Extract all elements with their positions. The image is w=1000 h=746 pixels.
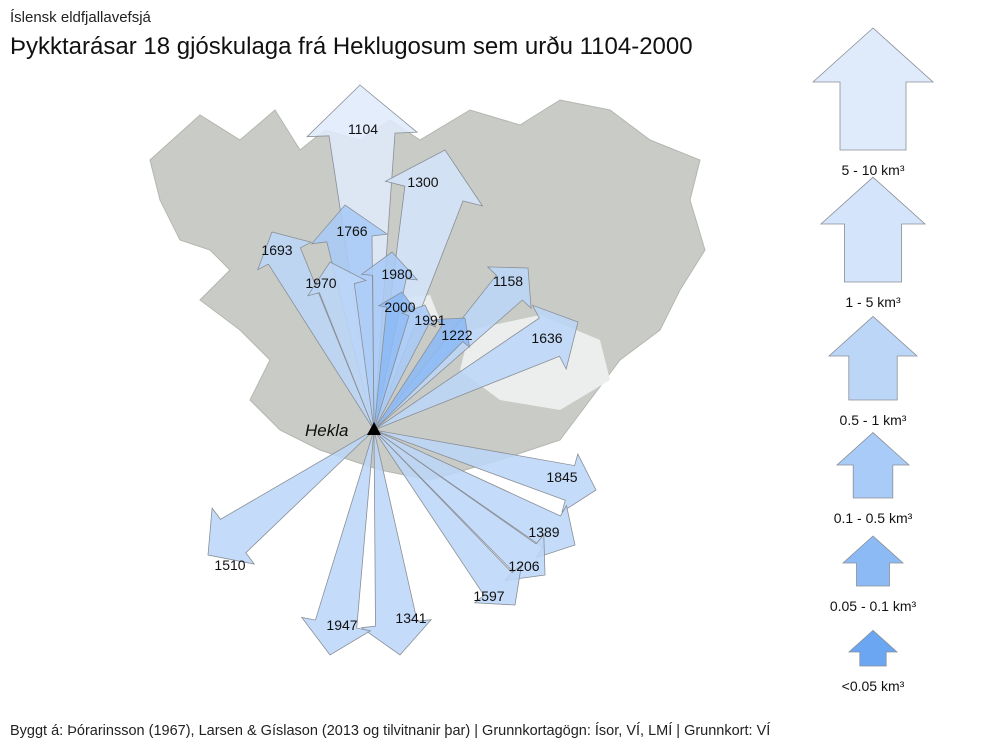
- legend-label: 0.1 - 0.5 km³: [834, 510, 913, 526]
- legend-arrow: [841, 535, 905, 587]
- volcano-marker: [367, 422, 381, 435]
- subtitle: Íslensk eldfjallavefsjá: [10, 9, 152, 26]
- legend: 5 - 10 km³ 1 - 5 km³ 0.5 - 1 km³ 0.1 - 0.5 …: [811, 27, 935, 694]
- tephra-arrow: [373, 429, 597, 513]
- legend-arrow: [827, 315, 919, 401]
- legend-label: 1 - 5 km³: [845, 294, 901, 310]
- tephra-arrow: [373, 429, 546, 581]
- title: Þykktarásar 18 gjóskulaga frá Heklugosum…: [10, 33, 693, 60]
- tephra-arrow: [373, 304, 579, 431]
- eruption-year: 1300: [407, 174, 438, 190]
- legend-label: <0.05 km³: [842, 678, 905, 694]
- legend-label: 0.5 - 1 km³: [840, 412, 907, 428]
- legend-arrow: [811, 27, 935, 151]
- eruption-year: 1947: [326, 617, 357, 633]
- eruption-year: 1693: [261, 242, 292, 258]
- eruption-year: 1980: [381, 266, 412, 282]
- legend-arrow: [819, 176, 927, 283]
- eruption-year: 1510: [214, 557, 245, 573]
- eruption-year: 1991: [414, 312, 445, 328]
- tephra-arrow: [306, 261, 375, 431]
- eruption-year: 1970: [305, 275, 336, 291]
- eruption-year: 1766: [336, 223, 367, 239]
- tephra-arrow: [373, 317, 471, 431]
- eruption-year: 1206: [508, 558, 539, 574]
- arrows: 1104 1300 1766 1693 1970 1980 1158 200019911222…: [207, 84, 597, 656]
- eruption-year: 1597: [473, 588, 504, 604]
- eruption-year: 1845: [546, 469, 577, 485]
- tephra-arrow: [360, 429, 433, 656]
- legend-arrow: [847, 629, 899, 667]
- eruption-year: 2000: [384, 299, 415, 315]
- eruption-year: 1636: [531, 330, 562, 346]
- tephra-arrow: [373, 304, 437, 431]
- tephra-arrow: [207, 429, 375, 565]
- eruption-year: 1158: [493, 273, 523, 289]
- footer-credits: Byggt á: Þórarinsson (1967), Larsen & Gí…: [10, 722, 770, 739]
- tephra-arrow: [300, 429, 375, 656]
- legend-arrow: [835, 432, 911, 499]
- tephra-arrow: [256, 231, 375, 431]
- tephra-arrow: [373, 429, 522, 606]
- eruption-year: 1222: [441, 327, 472, 343]
- eruption-year: 1104: [348, 121, 378, 137]
- eruption-year: 1341: [395, 610, 426, 626]
- legend-label: 5 - 10 km³: [841, 162, 904, 178]
- eruption-year: 1389: [528, 524, 559, 540]
- volcano-label: Hekla: [305, 421, 348, 440]
- legend-label: 0.05 - 0.1 km³: [830, 598, 917, 614]
